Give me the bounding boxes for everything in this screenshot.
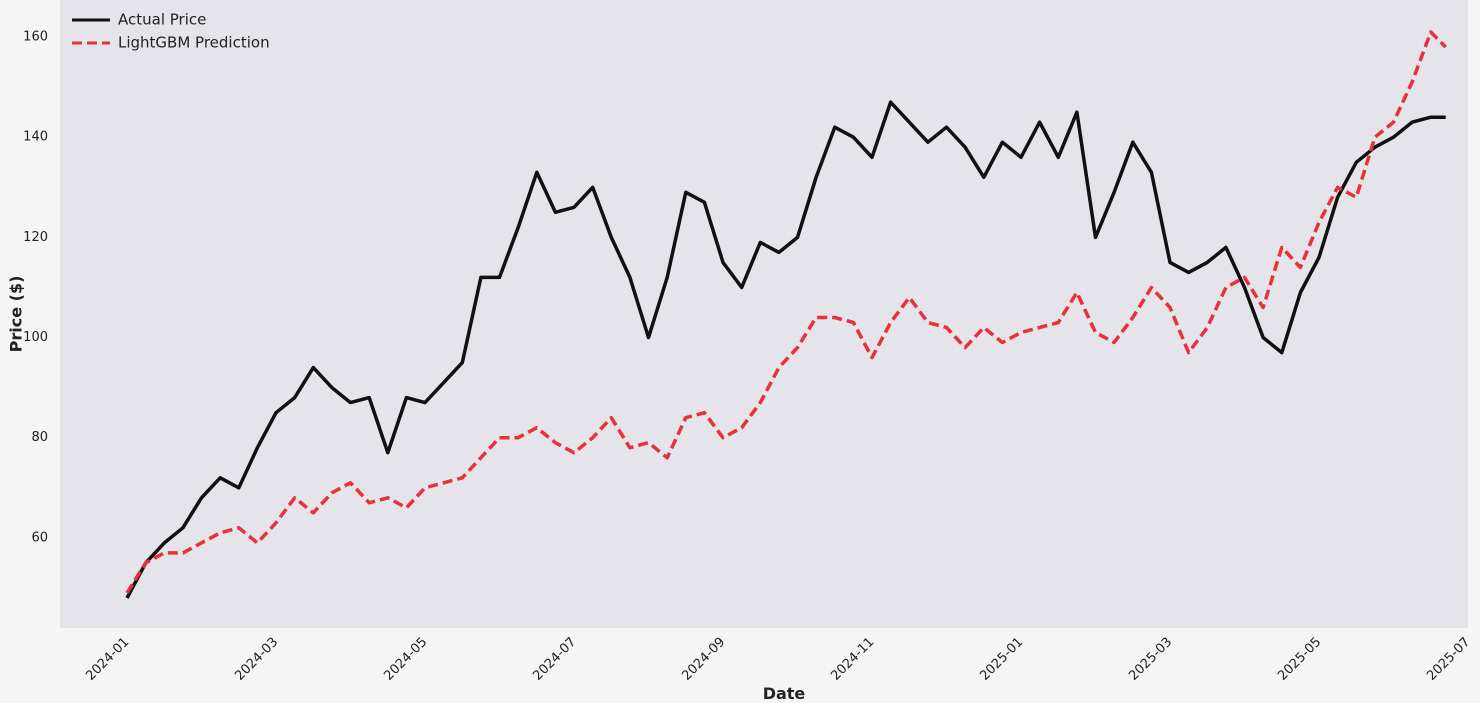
y-tick-label: 140	[23, 130, 48, 145]
y-tick-label: 100	[23, 330, 48, 345]
y-axis-label: Price ($)	[7, 276, 26, 353]
y-tick-label: 60	[31, 530, 48, 545]
y-tick-label: 160	[23, 30, 48, 45]
series-line	[125, 100, 1446, 599]
plot-area	[60, 0, 1468, 628]
legend-label: Actual Price	[118, 11, 206, 29]
x-axis-label: Date	[763, 684, 806, 703]
y-tick-label: 120	[23, 230, 48, 245]
y-tick-label: 80	[31, 430, 48, 445]
series-line	[125, 30, 1447, 594]
legend-label: LightGBM Prediction	[118, 34, 270, 52]
